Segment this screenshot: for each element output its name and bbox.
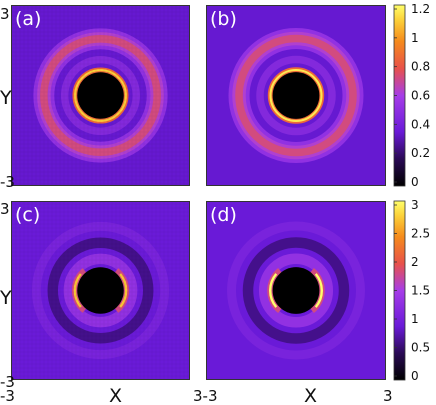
halo-ring xyxy=(256,55,336,136)
x-tick-left: -3 xyxy=(0,387,15,405)
panel-frame xyxy=(11,5,190,186)
outer-ring xyxy=(235,34,357,157)
heatmap-panel-(a) xyxy=(11,5,190,186)
y-axis-label-top: Y xyxy=(0,87,12,109)
heatmap-panel-(c) xyxy=(11,201,190,380)
y-tick-top-1: 3 xyxy=(0,5,10,23)
panel-frame xyxy=(206,201,386,380)
black-core xyxy=(272,267,320,314)
colorbar-tick-label: 1.5 xyxy=(411,284,430,298)
y-axis-label-bottom: Y xyxy=(0,287,12,309)
x-axis-label-left: X xyxy=(109,385,122,405)
pixel-grid xyxy=(11,201,190,380)
y-tick-top-2: 3 xyxy=(0,200,10,218)
y-tick-bottom-2: -3 xyxy=(0,373,15,391)
panel-label-b: (b) xyxy=(210,8,237,30)
x-axis-label-right: X xyxy=(304,385,317,405)
y-tick-bottom-1: -3 xyxy=(0,173,15,191)
colorbar-tick-label: 0 xyxy=(411,369,419,383)
colorbar-tick-label: 0 xyxy=(411,175,419,189)
crescent-peak xyxy=(269,273,278,308)
colorbar-tick-label: 1 xyxy=(411,312,419,326)
colorbar-tick-label: 2 xyxy=(411,255,419,269)
colorbar-tick-label: 2.5 xyxy=(411,227,430,241)
ripple-ring-outer xyxy=(227,221,365,360)
black-core xyxy=(272,72,320,119)
ripple-ring xyxy=(242,237,350,344)
colorbar-tick-label: 0.8 xyxy=(411,60,430,74)
panel-label-c: (c) xyxy=(15,204,40,226)
panel-label-a: (a) xyxy=(15,8,41,30)
pixel-grid xyxy=(11,5,190,186)
heatmap-panel-(d) xyxy=(206,201,386,380)
panel-label-d: (d) xyxy=(210,204,237,226)
colorbar-tick-label: 1 xyxy=(411,31,419,45)
colorbar-tick-label: 0.5 xyxy=(411,341,430,355)
panel-frame xyxy=(206,5,386,186)
crescent-peak xyxy=(314,273,323,308)
colorbar-tick-label: 0.4 xyxy=(411,117,430,131)
x-tick-right: 3 xyxy=(383,387,393,405)
heatmap-panel-(b) xyxy=(206,5,386,186)
colorbar-tick-label: 1.2 xyxy=(411,2,430,16)
inner-band xyxy=(258,253,334,328)
panel-frame xyxy=(11,201,190,380)
colorbar-tick-label: 3 xyxy=(411,198,419,212)
colorbar-tick-label: 0.2 xyxy=(411,146,430,160)
x-tick-mid: 3-3 xyxy=(193,387,218,405)
colorbar-tick-label: 0.6 xyxy=(411,89,430,103)
inner-ring xyxy=(269,68,323,123)
